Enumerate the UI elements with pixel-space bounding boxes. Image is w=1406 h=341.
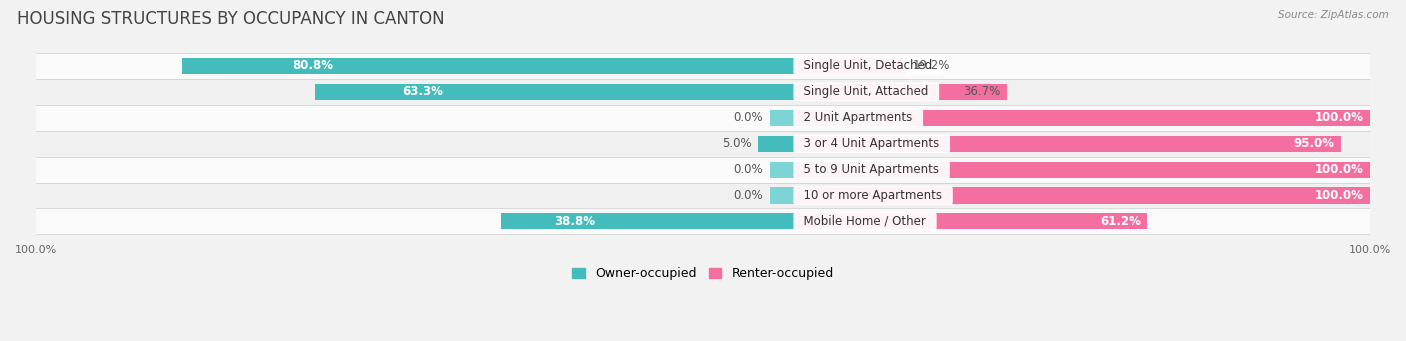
Text: 2 Unit Apartments: 2 Unit Apartments <box>796 111 920 124</box>
Bar <box>758 136 796 152</box>
Text: 38.8%: 38.8% <box>554 215 596 228</box>
Text: 5.0%: 5.0% <box>723 137 752 150</box>
Bar <box>769 188 796 204</box>
Text: 80.8%: 80.8% <box>292 59 333 72</box>
Text: 0.0%: 0.0% <box>734 163 763 176</box>
Bar <box>37 79 1369 105</box>
Text: 95.0%: 95.0% <box>1294 137 1334 150</box>
Text: 10 or more Apartments: 10 or more Apartments <box>796 189 950 202</box>
Bar <box>502 213 796 229</box>
Bar <box>769 110 796 126</box>
Text: Source: ZipAtlas.com: Source: ZipAtlas.com <box>1278 10 1389 20</box>
Bar <box>183 58 796 74</box>
Text: Single Unit, Detached: Single Unit, Detached <box>796 59 941 72</box>
Bar <box>37 157 1369 182</box>
Bar <box>37 53 1369 79</box>
Bar <box>796 136 1341 152</box>
Text: 100.0%: 100.0% <box>1315 111 1364 124</box>
Bar <box>769 162 796 178</box>
Legend: Owner-occupied, Renter-occupied: Owner-occupied, Renter-occupied <box>568 262 838 285</box>
Bar <box>37 182 1369 208</box>
Bar <box>796 58 907 74</box>
Bar <box>796 84 1007 100</box>
Bar <box>37 131 1369 157</box>
Text: Single Unit, Attached: Single Unit, Attached <box>796 85 936 98</box>
Text: 0.0%: 0.0% <box>734 189 763 202</box>
Text: 5 to 9 Unit Apartments: 5 to 9 Unit Apartments <box>796 163 946 176</box>
Text: 61.2%: 61.2% <box>1099 215 1140 228</box>
Text: 19.2%: 19.2% <box>912 59 950 72</box>
Bar <box>796 213 1147 229</box>
Bar <box>37 208 1369 234</box>
Bar <box>796 188 1369 204</box>
Text: 100.0%: 100.0% <box>1315 163 1364 176</box>
Text: Mobile Home / Other: Mobile Home / Other <box>796 215 934 228</box>
Text: 36.7%: 36.7% <box>963 85 1000 98</box>
Text: HOUSING STRUCTURES BY OCCUPANCY IN CANTON: HOUSING STRUCTURES BY OCCUPANCY IN CANTO… <box>17 10 444 28</box>
Bar <box>796 110 1369 126</box>
Text: 63.3%: 63.3% <box>402 85 443 98</box>
Bar <box>315 84 796 100</box>
Text: 0.0%: 0.0% <box>734 111 763 124</box>
Bar <box>37 105 1369 131</box>
Text: 100.0%: 100.0% <box>1315 189 1364 202</box>
Text: 3 or 4 Unit Apartments: 3 or 4 Unit Apartments <box>796 137 948 150</box>
Bar <box>796 162 1369 178</box>
